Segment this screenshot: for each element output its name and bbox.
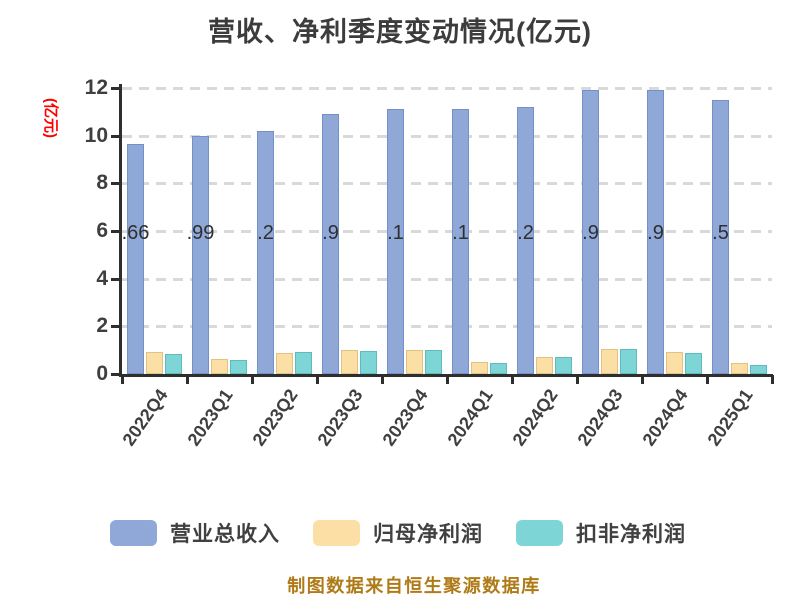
y-tick-mark-2 (111, 325, 120, 328)
y-tick-mark-12 (111, 87, 120, 90)
y-axis-line (119, 84, 122, 377)
x-tick-mark-10 (771, 375, 774, 384)
data-source-note: 制图数据来自恒生聚源数据库 (287, 576, 541, 596)
total-revenue-bar-2023Q4 (387, 109, 404, 374)
y-tick-mark-0 (111, 373, 120, 376)
total-revenue-bar-2023Q3 (322, 114, 339, 374)
bar-value-label-2023Q2: .2 (257, 222, 274, 244)
net-profit-bar-2024Q1 (471, 362, 488, 374)
non-recurring-net-profit-bar-2023Q4 (425, 350, 442, 374)
legend-label-net-profit: 归母净利润 (373, 523, 483, 546)
legend-item-non-recurring-net-profit[interactable]: 扣非净利润 (516, 518, 686, 548)
net-profit-bar-2024Q3 (601, 349, 618, 374)
chart-legend: 营业总收入 归母净利润 扣非净利润 (0, 518, 800, 548)
net-profit-bar-2023Q1 (211, 359, 228, 374)
gridline-4 (122, 278, 772, 281)
non-recurring-net-profit-bar-2024Q3 (620, 349, 637, 374)
x-axis-label-2023Q3: 2023Q3 (313, 385, 368, 450)
total-revenue-bar-2023Q2 (257, 131, 274, 374)
y-tick-label-4: 4 (96, 267, 108, 290)
legend-swatch-total-revenue (110, 520, 157, 546)
x-tick-mark-8 (641, 375, 644, 384)
x-axis-label-2024Q4: 2024Q4 (638, 385, 693, 450)
x-tick-mark-2 (251, 375, 254, 384)
x-tick-mark-5 (446, 375, 449, 384)
legend-label-non-recurring-net-profit: 扣非净利润 (576, 523, 686, 546)
total-revenue-bar-2023Q1 (192, 136, 209, 374)
bar-value-label-2023Q3: .9 (322, 222, 339, 244)
non-recurring-net-profit-bar-2023Q1 (230, 360, 247, 374)
total-revenue-bar-2025Q1 (712, 100, 729, 374)
bar-value-label-2024Q3: .9 (582, 222, 599, 244)
x-axis-label-2024Q1: 2024Q1 (443, 385, 498, 450)
x-axis-label-2023Q2: 2023Q2 (248, 385, 303, 450)
x-tick-mark-1 (186, 375, 189, 384)
x-axis-label-2023Q1: 2023Q1 (183, 385, 238, 450)
legend-swatch-non-recurring-net-profit (516, 520, 563, 546)
y-tick-label-8: 8 (96, 171, 108, 194)
legend-item-total-revenue[interactable]: 营业总收入 (110, 518, 280, 548)
y-tick-label-12: 12 (84, 76, 108, 99)
legend-label-total-revenue: 营业总收入 (170, 523, 280, 546)
net-profit-bar-2023Q2 (276, 353, 293, 374)
y-tick-label-10: 10 (84, 124, 108, 147)
non-recurring-net-profit-bar-2024Q2 (555, 357, 572, 374)
x-axis-label-2022Q4: 2022Q4 (118, 385, 173, 450)
total-revenue-bar-2024Q3 (582, 90, 599, 374)
bar-value-label-2023Q1: .99 (186, 222, 215, 244)
bar-value-label-2024Q4: .9 (647, 222, 664, 244)
x-tick-mark-4 (381, 375, 384, 384)
y-tick-mark-4 (111, 278, 120, 281)
legend-swatch-net-profit (313, 520, 360, 546)
x-tick-mark-9 (706, 375, 709, 384)
chart-title: 营收、净利季度变动情况(亿元) (208, 17, 592, 47)
x-axis-label-2024Q3: 2024Q3 (573, 385, 628, 450)
legend-item-net-profit[interactable]: 归母净利润 (313, 518, 483, 548)
non-recurring-net-profit-bar-2024Q1 (490, 363, 507, 374)
x-axis-label-2025Q1: 2025Q1 (703, 385, 758, 450)
non-recurring-net-profit-bar-2023Q3 (360, 351, 377, 374)
total-revenue-bar-2024Q1 (452, 109, 469, 374)
bar-value-label-2024Q1: .1 (452, 222, 469, 244)
non-recurring-net-profit-bar-2025Q1 (750, 365, 767, 374)
y-tick-mark-8 (111, 182, 120, 185)
gridline-10 (122, 135, 772, 138)
y-tick-mark-10 (111, 135, 120, 138)
gridline-2 (122, 325, 772, 328)
total-revenue-bar-2024Q4 (647, 90, 664, 374)
x-tick-mark-0 (121, 375, 124, 384)
bar-value-label-2025Q1: .5 (712, 222, 729, 244)
non-recurring-net-profit-bar-2022Q4 (165, 354, 182, 374)
y-axis-unit-label: (亿元) (42, 98, 59, 138)
gridline-8 (122, 182, 772, 185)
x-axis-label-2024Q2: 2024Q2 (508, 385, 563, 450)
non-recurring-net-profit-bar-2024Q4 (685, 353, 702, 374)
net-profit-bar-2024Q4 (666, 352, 683, 374)
x-axis-label-2023Q4: 2023Q4 (378, 385, 433, 450)
net-profit-bar-2025Q1 (731, 363, 748, 374)
x-tick-mark-6 (511, 375, 514, 384)
total-revenue-bar-2022Q4 (127, 144, 144, 374)
bar-value-label-2023Q4: .1 (387, 222, 404, 244)
net-profit-bar-2023Q3 (341, 350, 358, 374)
y-tick-label-6: 6 (96, 219, 108, 242)
net-profit-bar-2023Q4 (406, 350, 423, 374)
x-tick-mark-7 (576, 375, 579, 384)
total-revenue-bar-2024Q2 (517, 107, 534, 374)
y-tick-label-2: 2 (96, 314, 108, 337)
bar-value-label-2022Q4: .66 (121, 222, 150, 244)
gridline-12 (122, 87, 772, 90)
y-tick-label-0: 0 (96, 362, 108, 385)
y-tick-mark-6 (111, 230, 120, 233)
bar-value-label-2024Q2: .2 (517, 222, 534, 244)
gridline-6 (122, 230, 772, 233)
net-profit-bar-2022Q4 (146, 352, 163, 374)
x-tick-mark-3 (316, 375, 319, 384)
non-recurring-net-profit-bar-2023Q2 (295, 352, 312, 374)
net-profit-bar-2024Q2 (536, 357, 553, 374)
